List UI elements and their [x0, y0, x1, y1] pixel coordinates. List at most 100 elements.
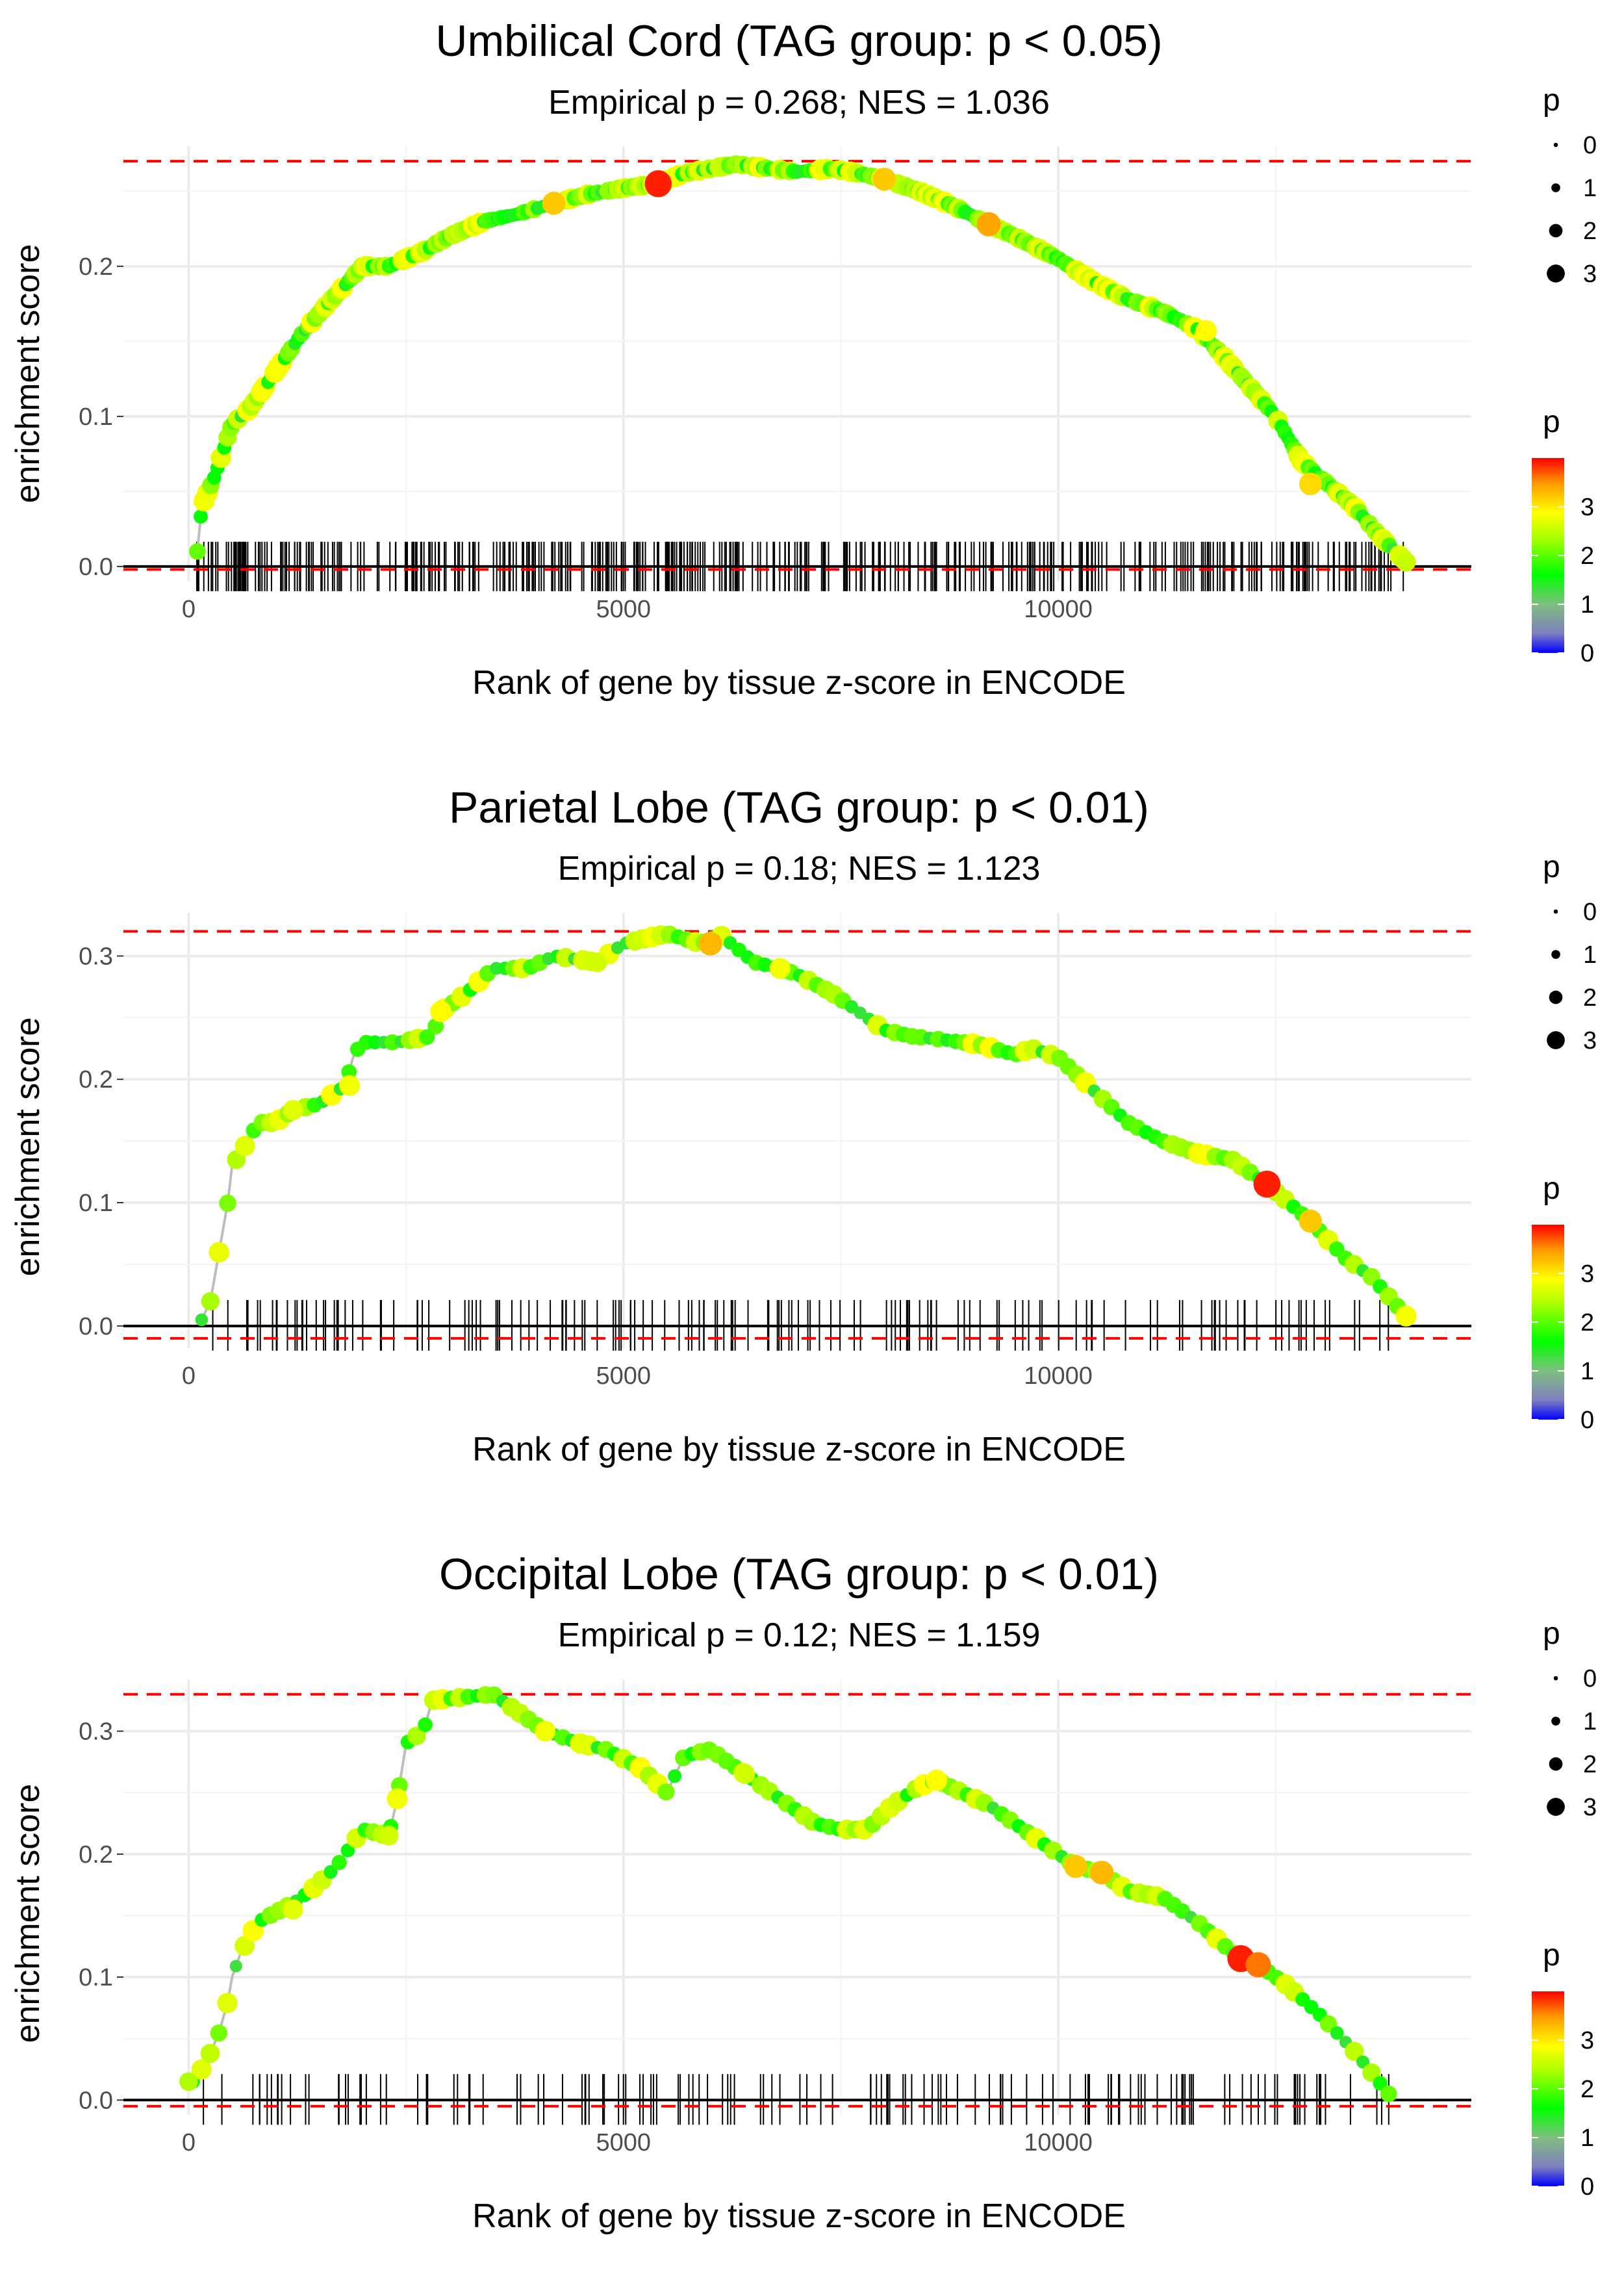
- x-axis-title: Rank of gene by tissue z-score in ENCODE: [472, 664, 1126, 702]
- size-legend-label: 2: [1583, 1751, 1597, 1778]
- y-tick-label: 0.1: [79, 1190, 113, 1217]
- x-tick-label: 5000: [596, 2129, 651, 2156]
- color-legend-label: 1: [1580, 1358, 1594, 1385]
- size-legend-label: 1: [1583, 175, 1597, 202]
- x-axis-title: Rank of gene by tissue z-score in ENCODE: [472, 1431, 1126, 1468]
- chart-title: Umbilical Cord (TAG group: p < 0.05): [435, 16, 1162, 66]
- y-tick-label: 0.0: [79, 2087, 113, 2114]
- gene-point: [418, 1717, 433, 1732]
- highlight-point: [1195, 320, 1217, 342]
- color-legend-label: 3: [1580, 2027, 1594, 2054]
- gene-point: [1330, 2026, 1344, 2040]
- color-legend-label: 0: [1580, 1407, 1594, 1434]
- chart-title: Occipital Lobe (TAG group: p < 0.01): [439, 1550, 1159, 1599]
- gene-point: [340, 1843, 355, 1858]
- size-legend-label: 1: [1583, 941, 1597, 969]
- size-legend-label: 3: [1583, 1794, 1597, 1821]
- y-tick-label: 0.3: [79, 943, 113, 970]
- highlight-point: [1064, 1854, 1087, 1878]
- highlight-point: [769, 958, 791, 979]
- size-legend-label: 0: [1583, 132, 1597, 159]
- highlight-point: [379, 1826, 399, 1846]
- x-tick-label: 10000: [1024, 596, 1093, 623]
- panel-parietal-lobe: Parietal Lobe (TAG group: p < 0.01) Empi…: [9, 783, 1597, 1468]
- chart-subtitle: Empirical p = 0.268; NES = 1.036: [548, 84, 1050, 121]
- highlight-point: [872, 168, 896, 191]
- size-legend-label: 0: [1583, 899, 1597, 926]
- gene-point: [229, 1960, 242, 1973]
- color-legend-label: 1: [1580, 591, 1594, 619]
- gene-point: [219, 1194, 236, 1212]
- gene-point: [201, 1292, 220, 1311]
- chart-subtitle: Empirical p = 0.12; NES = 1.159: [558, 1616, 1041, 1654]
- gene-point: [427, 1018, 444, 1034]
- gene-point: [235, 1136, 255, 1156]
- gene-point: [200, 2043, 220, 2063]
- gene-point: [419, 1029, 435, 1045]
- size-legend-dot: [1551, 950, 1560, 959]
- highlight-point: [1245, 1952, 1271, 1978]
- size-legend-label: 2: [1583, 218, 1597, 245]
- gene-point: [209, 1242, 229, 1263]
- gene-point: [1345, 2041, 1364, 2061]
- color-legend-label: 3: [1580, 1260, 1594, 1288]
- x-tick-label: 0: [182, 1362, 196, 1390]
- size-legend-title: p: [1543, 1616, 1560, 1651]
- highlight-point: [283, 1899, 303, 1920]
- y-axis-title: enrichment score: [9, 244, 47, 504]
- enrichment-line: [192, 1693, 1390, 2095]
- color-legend-label: 2: [1580, 543, 1594, 570]
- highlight-point: [542, 192, 566, 215]
- size-legend-label: 1: [1583, 1708, 1597, 1735]
- size-legend-dot: [1549, 1757, 1563, 1771]
- highlight-point: [339, 1075, 361, 1096]
- highlight-point: [976, 212, 1001, 236]
- gene-point: [1395, 1305, 1417, 1327]
- gene-point: [210, 2025, 228, 2042]
- y-tick-label: 0.1: [79, 403, 113, 431]
- x-tick-label: 5000: [596, 596, 651, 623]
- highlight-point: [535, 1720, 556, 1742]
- chart-title: Parietal Lobe (TAG group: p < 0.01): [449, 783, 1149, 832]
- gene-point: [657, 1783, 675, 1801]
- y-tick-label: 0.0: [79, 554, 113, 581]
- highlight-point: [926, 1769, 948, 1791]
- chart-subtitle: Empirical p = 0.18; NES = 1.123: [558, 850, 1041, 888]
- size-legend-dot: [1547, 264, 1565, 283]
- x-axis-title: Rank of gene by tissue z-score in ENCODE: [472, 2197, 1126, 2235]
- panel-occipital-lobe: Occipital Lobe (TAG group: p < 0.01) Emp…: [9, 1550, 1597, 2235]
- x-tick-label: 10000: [1024, 1362, 1093, 1390]
- gene-point: [668, 1769, 682, 1783]
- highlight-point: [387, 1788, 408, 1809]
- size-legend-title: p: [1543, 83, 1560, 118]
- plot-area: 0 5000 10000 0.0 0.1 0.2 0.3: [79, 1680, 1471, 2156]
- y-tick-label: 0.1: [79, 1964, 113, 1991]
- x-tick-label: 0: [182, 596, 196, 623]
- y-axis-title: enrichment score: [9, 1017, 47, 1277]
- gene-point: [324, 1865, 338, 1879]
- panel-umbilical-cord: Umbilical Cord (TAG group: p < 0.05) Emp…: [9, 16, 1597, 702]
- y-tick-label: 0.2: [79, 1841, 113, 1869]
- color-legend-label: 0: [1580, 640, 1594, 667]
- size-legend-dot: [1547, 1798, 1565, 1816]
- gene-point: [195, 1313, 209, 1327]
- gene-point: [194, 509, 208, 524]
- size-legend-label: 3: [1583, 1027, 1597, 1054]
- gene-point: [407, 1726, 426, 1746]
- plot-area: 0 5000 10000 0.0 0.1 0.2: [79, 146, 1471, 623]
- color-legend-label: 2: [1580, 1309, 1594, 1336]
- x-tick-label: 5000: [596, 1362, 651, 1390]
- highlight-point: [698, 932, 722, 956]
- size-legend-dot: [1549, 990, 1563, 1004]
- gene-point: [188, 543, 206, 560]
- color-legend-title: p: [1543, 405, 1560, 439]
- y-tick-label: 0.3: [79, 1718, 113, 1745]
- size-legend-dot: [1551, 183, 1560, 192]
- highlight-point: [587, 952, 607, 973]
- highlight-point: [735, 1764, 755, 1784]
- size-legend-dot: [1553, 1676, 1558, 1681]
- color-legend-label: 2: [1580, 2076, 1594, 2103]
- gene-point: [217, 1993, 238, 2013]
